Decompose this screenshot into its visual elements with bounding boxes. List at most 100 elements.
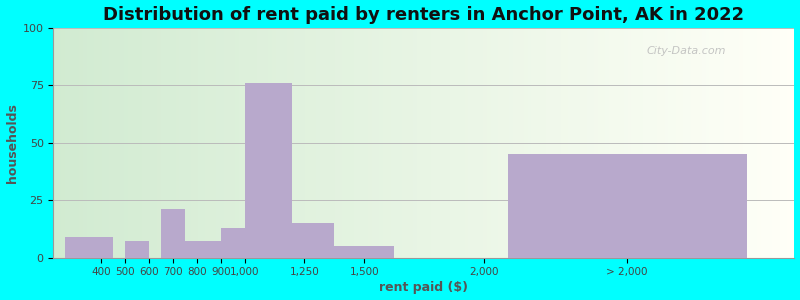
Bar xyxy=(394,28,398,258)
Bar xyxy=(376,28,379,258)
Bar xyxy=(106,28,109,258)
Bar xyxy=(309,28,313,258)
Bar xyxy=(435,28,438,258)
Bar xyxy=(150,28,154,258)
Bar xyxy=(117,28,120,258)
Bar xyxy=(620,28,624,258)
Bar xyxy=(185,242,221,258)
Bar xyxy=(406,28,409,258)
Bar xyxy=(272,28,276,258)
Bar xyxy=(368,28,372,258)
Bar xyxy=(120,28,124,258)
Bar xyxy=(61,28,65,258)
Bar xyxy=(313,28,317,258)
Bar xyxy=(328,28,331,258)
Bar xyxy=(338,28,342,258)
Bar xyxy=(179,28,183,258)
Bar xyxy=(572,28,576,258)
Bar xyxy=(735,28,739,258)
Bar xyxy=(561,28,565,258)
Bar xyxy=(606,28,609,258)
Bar xyxy=(342,28,346,258)
Bar xyxy=(717,28,720,258)
Bar xyxy=(242,28,246,258)
Bar xyxy=(324,28,328,258)
Bar xyxy=(161,209,185,258)
Bar xyxy=(334,246,394,258)
Text: City-Data.com: City-Data.com xyxy=(646,46,726,56)
Bar xyxy=(769,28,772,258)
Bar xyxy=(306,28,309,258)
Bar xyxy=(494,28,498,258)
Bar xyxy=(235,28,238,258)
Bar xyxy=(194,28,198,258)
Bar xyxy=(502,28,506,258)
Bar xyxy=(358,28,361,258)
Bar xyxy=(320,28,324,258)
Bar xyxy=(365,28,368,258)
Bar xyxy=(758,28,761,258)
Bar xyxy=(576,28,579,258)
Bar xyxy=(66,237,114,258)
Bar xyxy=(431,28,435,258)
Bar xyxy=(94,28,98,258)
Bar xyxy=(642,28,646,258)
Bar xyxy=(446,28,450,258)
Bar xyxy=(669,28,672,258)
Bar xyxy=(90,28,94,258)
Bar xyxy=(302,28,306,258)
Bar xyxy=(706,28,710,258)
Bar xyxy=(528,28,531,258)
Bar xyxy=(509,28,513,258)
Bar xyxy=(265,28,268,258)
Bar xyxy=(720,28,724,258)
Bar xyxy=(261,28,265,258)
Title: Distribution of rent paid by renters in Anchor Point, AK in 2022: Distribution of rent paid by renters in … xyxy=(103,6,745,24)
Bar xyxy=(517,28,520,258)
Bar xyxy=(361,28,365,258)
Bar xyxy=(224,28,227,258)
Bar xyxy=(438,28,442,258)
Bar xyxy=(483,28,487,258)
Bar xyxy=(776,28,780,258)
Bar xyxy=(590,28,594,258)
Bar xyxy=(538,28,542,258)
Bar xyxy=(594,28,598,258)
Bar xyxy=(76,28,79,258)
Bar xyxy=(102,28,106,258)
Bar xyxy=(113,28,117,258)
Bar xyxy=(739,28,742,258)
Bar xyxy=(579,28,583,258)
Bar xyxy=(531,28,535,258)
Bar xyxy=(209,28,213,258)
Bar xyxy=(498,28,502,258)
Bar xyxy=(558,28,561,258)
Bar xyxy=(154,28,157,258)
Bar xyxy=(250,28,254,258)
Bar xyxy=(506,28,509,258)
Bar xyxy=(165,28,168,258)
Bar xyxy=(428,28,431,258)
Bar xyxy=(524,28,528,258)
Bar xyxy=(346,28,350,258)
X-axis label: rent paid ($): rent paid ($) xyxy=(379,281,469,294)
Bar xyxy=(598,28,602,258)
Bar xyxy=(68,28,72,258)
Bar xyxy=(650,28,654,258)
Bar xyxy=(125,242,149,258)
Bar xyxy=(602,28,606,258)
Bar xyxy=(54,28,57,258)
Bar xyxy=(754,28,758,258)
Bar xyxy=(398,28,402,258)
Bar xyxy=(554,28,558,258)
Bar xyxy=(454,28,458,258)
Bar xyxy=(138,28,142,258)
Bar xyxy=(98,28,102,258)
Bar xyxy=(331,28,335,258)
Bar xyxy=(487,28,490,258)
Bar xyxy=(246,28,250,258)
Bar xyxy=(639,28,642,258)
Bar xyxy=(420,28,424,258)
Bar xyxy=(142,28,146,258)
Bar xyxy=(124,28,127,258)
